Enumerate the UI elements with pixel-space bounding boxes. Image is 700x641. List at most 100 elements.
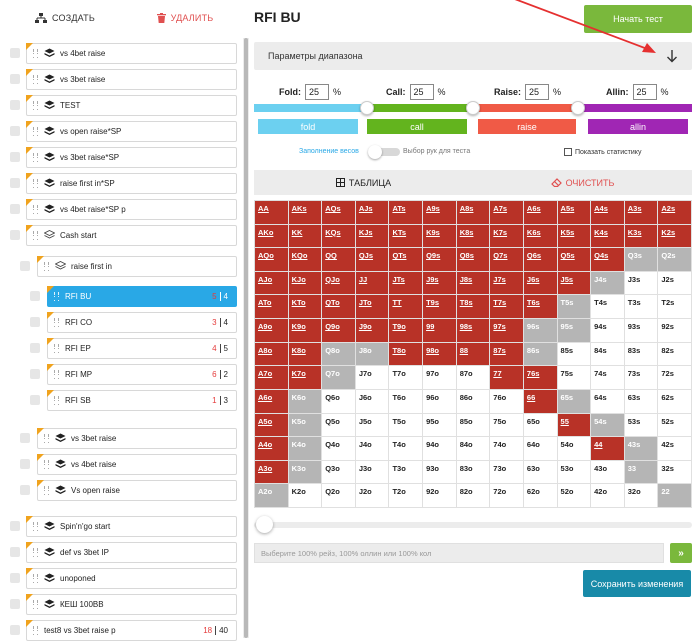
tree-node-checkbox[interactable] — [10, 547, 20, 557]
raise-button[interactable]: raise — [478, 119, 576, 134]
hand-cell[interactable]: 84s — [591, 342, 625, 367]
tree-node-item[interactable]: RFI SB 1 3 — [47, 390, 237, 411]
hand-cell[interactable]: AKs — [288, 201, 323, 225]
tree-node[interactable]: raise first in*SP — [10, 173, 237, 194]
hand-cell[interactable]: ATs — [389, 201, 424, 225]
hand-cell[interactable]: QTs — [389, 248, 424, 272]
hand-cell[interactable]: J7s — [490, 271, 524, 296]
hand-cell[interactable]: J9s — [423, 271, 457, 296]
hand-cell[interactable]: Q8o — [322, 342, 356, 367]
hand-cell[interactable]: 63o — [523, 460, 558, 485]
drag-handle-icon[interactable] — [33, 600, 38, 609]
hand-cell[interactable]: T6o — [389, 389, 424, 414]
hand-cell[interactable]: T4o — [389, 437, 424, 461]
tree-node[interactable]: RFI CO 3 4 — [30, 312, 237, 333]
hand-cell[interactable]: A4s — [591, 201, 625, 225]
tree-node[interactable]: unoponed — [10, 568, 237, 589]
hand-cell[interactable]: JTs — [389, 271, 424, 296]
raise-percent-input[interactable]: 25 — [525, 84, 550, 100]
hand-cell[interactable]: A6s — [523, 201, 558, 225]
hand-cell[interactable]: 87s — [490, 342, 524, 367]
hand-cell[interactable]: 95o — [423, 413, 457, 438]
tree-node-item[interactable]: RFI BU 5 4 — [47, 286, 237, 307]
hand-cell[interactable]: 73o — [490, 460, 524, 485]
hand-cell[interactable]: 92s — [658, 319, 692, 343]
hand-cell[interactable]: Q7s — [490, 248, 524, 272]
tree-node-checkbox[interactable] — [30, 369, 40, 379]
tree-node-item[interactable]: raise first in*SP — [26, 173, 237, 194]
tree-node[interactable]: def vs 3bet IP — [10, 542, 237, 563]
fill-weights-label[interactable]: Заполнение весов — [299, 148, 359, 155]
hand-cell[interactable]: J3s — [624, 271, 659, 296]
hand-cell[interactable]: 64o — [523, 437, 558, 461]
drag-handle-icon[interactable] — [33, 49, 38, 58]
drag-handle-icon[interactable] — [44, 434, 49, 443]
call-button[interactable]: call — [367, 119, 467, 134]
tree-node[interactable]: vs 3bet raise — [20, 428, 237, 449]
start-test-button[interactable]: Начать тест — [584, 5, 692, 33]
hand-cell[interactable]: A7s — [490, 201, 524, 225]
hand-cell[interactable]: 65s — [557, 389, 592, 414]
hand-cell[interactable]: 82s — [658, 342, 692, 367]
hand-cell[interactable]: 32o — [624, 484, 659, 508]
select-hands-label[interactable]: Выбор рук для теста — [403, 148, 471, 155]
tree-node[interactable]: vs 4bet raise — [10, 43, 237, 64]
hand-cell[interactable]: 75o — [490, 413, 524, 438]
hand-cell[interactable]: 72o — [490, 484, 524, 508]
tree-node-item[interactable]: vs 3bet raise — [26, 69, 237, 90]
hand-cell[interactable]: Q4s — [591, 248, 625, 272]
allin-percent-input[interactable]: 25 — [632, 84, 657, 100]
hand-cell[interactable]: 54s — [591, 413, 625, 438]
hand-cell[interactable]: K5o — [288, 413, 323, 438]
hand-cell[interactable]: KQo — [288, 248, 323, 272]
tree-node-item[interactable]: vs open raise*SP — [26, 121, 237, 142]
tree-node-item[interactable]: vs 4bet raise*SP p — [26, 199, 237, 220]
drag-handle-icon[interactable] — [33, 75, 38, 84]
hand-cell[interactable]: 86s — [523, 342, 558, 367]
hand-cell[interactable]: T7o — [389, 366, 424, 390]
hand-cell[interactable]: Q3o — [322, 460, 356, 485]
hand-cell[interactable]: J9o — [355, 319, 390, 343]
hand-cell[interactable]: T3o — [389, 460, 424, 485]
hand-cell[interactable]: 66 — [523, 389, 558, 414]
hand-cell[interactable]: A3s — [624, 201, 659, 225]
drag-handle-icon[interactable] — [54, 396, 59, 405]
tree-node[interactable]: Vs open raise — [20, 480, 237, 501]
hand-cell[interactable]: KJo — [288, 271, 323, 296]
tree-node-item[interactable]: def vs 3bet IP — [26, 542, 237, 563]
hand-cell[interactable]: 87o — [456, 366, 491, 390]
hand-cell[interactable]: T9o — [389, 319, 424, 343]
hand-cell[interactable]: J7o — [355, 366, 390, 390]
tree-node-item[interactable]: test8 vs 3bet raise p 18 40 — [26, 620, 237, 641]
hand-cell[interactable]: 42o — [591, 484, 625, 508]
hand-cell[interactable]: 32s — [658, 460, 692, 485]
hand-cell[interactable]: ATo — [255, 295, 289, 320]
fold-percent-input[interactable]: 25 — [305, 84, 329, 100]
hand-cell[interactable]: AJo — [255, 271, 289, 296]
tree-node-item[interactable]: RFI EP 4 5 — [47, 338, 237, 359]
hand-cell[interactable]: 93s — [624, 319, 659, 343]
call-percent-input[interactable]: 25 — [409, 84, 434, 100]
scrollbar-thumb[interactable] — [244, 38, 248, 638]
tree-node-checkbox[interactable] — [10, 100, 20, 110]
hand-cell[interactable]: Q7o — [322, 366, 356, 390]
hand-cell[interactable]: J5o — [355, 413, 390, 438]
hand-cell[interactable]: J5s — [557, 271, 592, 296]
show-stats-checkbox[interactable]: Показать статистику — [564, 148, 641, 156]
hand-cell[interactable]: 75s — [557, 366, 592, 390]
hand-cell[interactable]: QQ — [322, 248, 356, 272]
hand-cell[interactable]: 96o — [423, 389, 457, 414]
hand-cell[interactable]: A7o — [255, 366, 289, 390]
mode-toggle[interactable] — [368, 145, 400, 159]
hand-cell[interactable]: K4o — [288, 437, 323, 461]
hand-cell[interactable]: Q2o — [322, 484, 356, 508]
hand-cell[interactable]: T3s — [624, 295, 659, 320]
slider-handle-call-raise[interactable] — [466, 101, 480, 115]
tree-node-item[interactable]: КЕШ 100BB — [26, 594, 237, 615]
tree-node[interactable]: vs 4bet raise*SP p — [10, 199, 237, 220]
hand-cell[interactable]: K2s — [658, 224, 692, 249]
hand-cell[interactable]: 94s — [591, 319, 625, 343]
tree-node-checkbox[interactable] — [30, 343, 40, 353]
hand-cell[interactable]: 77 — [490, 366, 524, 390]
hand-cell[interactable]: 73s — [624, 366, 659, 390]
